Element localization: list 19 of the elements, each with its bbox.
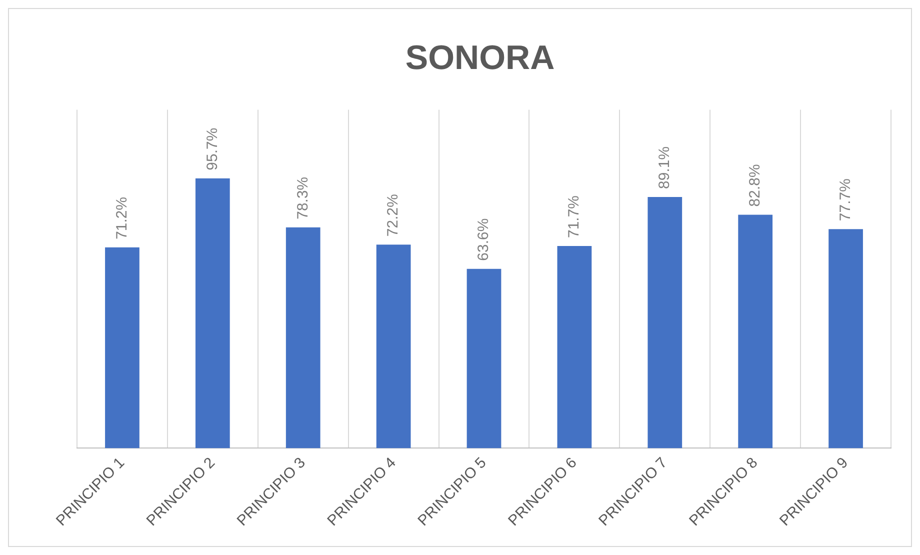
data-label: 63.6% — [475, 218, 492, 261]
data-label: 72.2% — [384, 194, 402, 237]
bar — [648, 196, 682, 448]
bar — [376, 244, 411, 448]
bar — [105, 247, 140, 448]
bar — [828, 229, 863, 448]
chart-title: SONORA — [405, 38, 555, 77]
bar — [195, 178, 230, 448]
data-label: 82.8% — [746, 164, 764, 207]
data-label: 77.7% — [836, 178, 854, 222]
data-label: 78.3% — [294, 176, 312, 220]
bar — [557, 246, 592, 448]
bar — [286, 227, 320, 448]
bar — [738, 214, 773, 448]
bar — [466, 268, 502, 448]
data-label: 71.2% — [113, 196, 130, 240]
data-label: 89.1% — [656, 146, 674, 189]
data-label: 95.7% — [204, 128, 221, 170]
data-label: 71.7% — [566, 195, 583, 238]
